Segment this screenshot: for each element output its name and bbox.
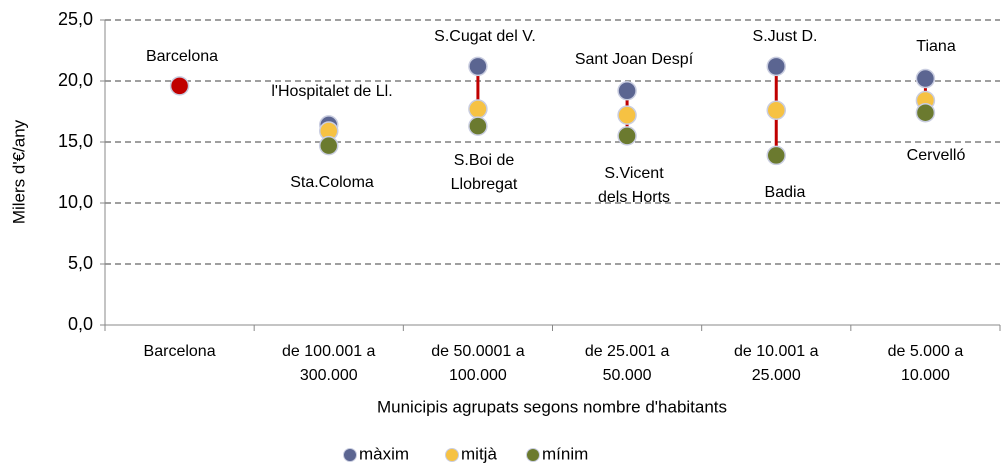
dot [169, 76, 190, 96]
y-tick-label: 15,0 [58, 131, 93, 151]
annotation: S.Boi de [454, 152, 515, 169]
annotation: S.Just D. [753, 28, 818, 45]
legend-label: mínim [542, 444, 588, 463]
x-axis-label: Municipis agrupats segons nombre d'habit… [377, 397, 727, 416]
legend-marker [343, 448, 357, 462]
x-tick-label: de 50.0001 a [431, 343, 525, 360]
x-tick-label: de 25.001 a [585, 343, 670, 360]
x-tick-label: de 5.000 a [888, 343, 964, 360]
dot [766, 100, 786, 121]
y-tick-label: 25,0 [58, 9, 93, 29]
annotation: Badia [765, 184, 806, 201]
dot [468, 99, 488, 119]
legend-label: mitjà [461, 444, 497, 463]
x-tick-label: 10.000 [901, 367, 950, 384]
dot [915, 68, 936, 89]
annotation: dels Horts [598, 189, 670, 206]
dot [915, 102, 936, 123]
legend-marker [445, 448, 459, 462]
annotation: S.Cugat del V. [434, 28, 536, 45]
annotation: Llobregat [451, 176, 518, 193]
dot [468, 116, 488, 136]
dot [617, 126, 637, 146]
annotation: S.Vicent [604, 165, 664, 182]
x-tick-label: 100.000 [449, 367, 507, 384]
dot [766, 145, 786, 166]
x-tick-label: de 100.001 a [282, 343, 376, 360]
annotation: Sant Joan Despí [575, 51, 694, 68]
x-tick-label: 50.000 [603, 367, 652, 384]
annotation: l'Hospitalet de Ll. [271, 83, 392, 100]
x-tick-label: de 10.001 a [734, 343, 819, 360]
dot [766, 56, 786, 77]
legend-marker [526, 448, 540, 462]
annotation: Barcelona [146, 48, 218, 65]
x-tick-label: 25.000 [752, 367, 801, 384]
annotation: Sta.Coloma [290, 174, 374, 191]
y-axis-label: Milers d'€/any [9, 119, 28, 224]
y-tick-label: 20,0 [58, 70, 93, 90]
y-tick-label: 5,0 [68, 253, 93, 273]
dot [617, 81, 637, 101]
y-tick-label: 10,0 [58, 192, 93, 212]
dot [468, 56, 488, 77]
dot [617, 105, 637, 125]
x-tick-label: 300.000 [300, 367, 358, 384]
y-tick-label: 0,0 [68, 314, 93, 334]
annotation: Tiana [916, 38, 956, 55]
dot [319, 135, 339, 156]
x-tick-label: Barcelona [144, 343, 216, 360]
annotation: Cervelló [907, 147, 966, 164]
legend-label: màxim [359, 444, 409, 463]
